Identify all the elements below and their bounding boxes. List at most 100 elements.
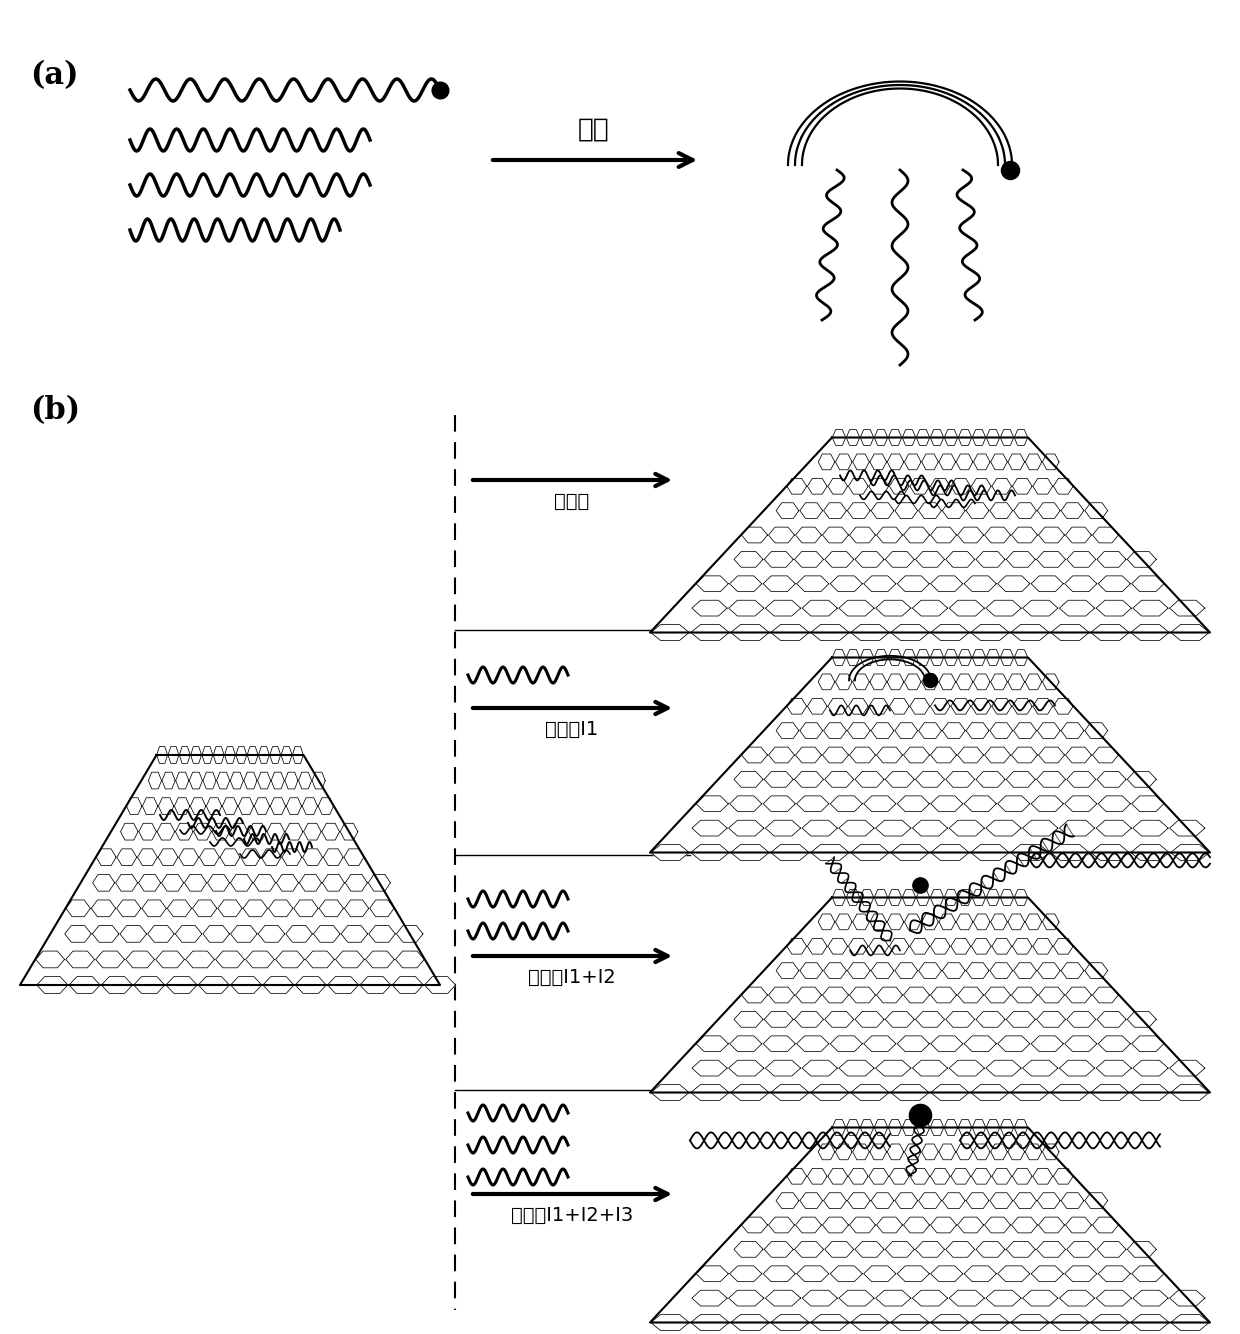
Polygon shape bbox=[846, 430, 859, 446]
Polygon shape bbox=[193, 823, 211, 840]
Polygon shape bbox=[1065, 527, 1091, 543]
Polygon shape bbox=[966, 723, 990, 739]
Polygon shape bbox=[910, 699, 930, 714]
Polygon shape bbox=[1091, 1314, 1130, 1330]
Polygon shape bbox=[787, 479, 806, 494]
Polygon shape bbox=[734, 1011, 763, 1027]
Polygon shape bbox=[149, 772, 161, 788]
Polygon shape bbox=[796, 796, 828, 811]
Polygon shape bbox=[874, 430, 888, 446]
Polygon shape bbox=[1132, 576, 1164, 592]
Polygon shape bbox=[222, 798, 238, 815]
Polygon shape bbox=[825, 771, 854, 787]
Polygon shape bbox=[281, 747, 291, 763]
Polygon shape bbox=[889, 1169, 909, 1185]
Polygon shape bbox=[942, 963, 965, 979]
Polygon shape bbox=[1065, 796, 1097, 811]
Polygon shape bbox=[957, 747, 983, 763]
Polygon shape bbox=[730, 624, 769, 640]
Polygon shape bbox=[117, 900, 141, 916]
Polygon shape bbox=[915, 1242, 945, 1257]
Polygon shape bbox=[691, 844, 729, 860]
Polygon shape bbox=[986, 1061, 1022, 1077]
Polygon shape bbox=[919, 963, 941, 979]
Polygon shape bbox=[930, 938, 950, 954]
Polygon shape bbox=[1039, 527, 1064, 543]
Polygon shape bbox=[236, 747, 247, 763]
Polygon shape bbox=[231, 772, 243, 788]
Polygon shape bbox=[1066, 1011, 1096, 1027]
Polygon shape bbox=[973, 1145, 990, 1159]
Polygon shape bbox=[861, 1119, 874, 1135]
Polygon shape bbox=[1171, 624, 1209, 640]
Polygon shape bbox=[200, 848, 219, 866]
Polygon shape bbox=[972, 890, 986, 906]
Polygon shape bbox=[286, 798, 301, 815]
Polygon shape bbox=[847, 963, 870, 979]
Polygon shape bbox=[115, 874, 138, 891]
Polygon shape bbox=[764, 1011, 794, 1027]
Polygon shape bbox=[823, 723, 847, 739]
Polygon shape bbox=[126, 798, 141, 815]
Polygon shape bbox=[1014, 430, 1028, 446]
Polygon shape bbox=[898, 576, 929, 592]
Polygon shape bbox=[986, 600, 1022, 616]
Polygon shape bbox=[885, 1011, 914, 1027]
Polygon shape bbox=[1012, 527, 1038, 543]
Polygon shape bbox=[1001, 890, 1014, 906]
Polygon shape bbox=[870, 674, 887, 690]
Polygon shape bbox=[765, 1290, 801, 1306]
Polygon shape bbox=[904, 747, 930, 763]
Polygon shape bbox=[1065, 1037, 1097, 1051]
Polygon shape bbox=[138, 848, 157, 866]
Polygon shape bbox=[930, 527, 956, 543]
Polygon shape bbox=[915, 1011, 945, 1027]
Polygon shape bbox=[120, 823, 138, 840]
Polygon shape bbox=[846, 650, 859, 666]
Polygon shape bbox=[1132, 1037, 1164, 1051]
Polygon shape bbox=[249, 823, 267, 840]
Polygon shape bbox=[1037, 771, 1065, 787]
Polygon shape bbox=[97, 848, 117, 866]
Polygon shape bbox=[1023, 820, 1058, 836]
Polygon shape bbox=[853, 1145, 869, 1159]
Polygon shape bbox=[898, 796, 929, 811]
Polygon shape bbox=[771, 624, 810, 640]
Polygon shape bbox=[102, 976, 133, 994]
Polygon shape bbox=[986, 1119, 999, 1135]
Polygon shape bbox=[167, 900, 191, 916]
Polygon shape bbox=[1050, 1085, 1089, 1101]
Polygon shape bbox=[956, 1145, 972, 1159]
Polygon shape bbox=[175, 823, 193, 840]
Polygon shape bbox=[1001, 650, 1014, 666]
Polygon shape bbox=[191, 798, 206, 815]
Polygon shape bbox=[742, 527, 768, 543]
Polygon shape bbox=[1038, 1193, 1060, 1209]
Polygon shape bbox=[795, 1242, 823, 1257]
Polygon shape bbox=[1059, 820, 1095, 836]
Polygon shape bbox=[916, 650, 930, 666]
Polygon shape bbox=[910, 938, 930, 954]
Polygon shape bbox=[1059, 600, 1095, 616]
Polygon shape bbox=[869, 479, 889, 494]
Polygon shape bbox=[1011, 844, 1049, 860]
Polygon shape bbox=[921, 1145, 939, 1159]
Polygon shape bbox=[92, 900, 115, 916]
Polygon shape bbox=[904, 527, 930, 543]
Polygon shape bbox=[1066, 771, 1096, 787]
Polygon shape bbox=[650, 438, 1210, 632]
Polygon shape bbox=[1012, 938, 1032, 954]
Polygon shape bbox=[985, 1217, 1011, 1233]
Polygon shape bbox=[877, 747, 903, 763]
Polygon shape bbox=[691, 624, 729, 640]
Polygon shape bbox=[730, 844, 769, 860]
Polygon shape bbox=[763, 1037, 795, 1051]
Polygon shape bbox=[69, 976, 100, 994]
Polygon shape bbox=[828, 699, 848, 714]
Polygon shape bbox=[1091, 844, 1130, 860]
Polygon shape bbox=[277, 874, 299, 891]
Polygon shape bbox=[190, 772, 202, 788]
Polygon shape bbox=[141, 900, 166, 916]
Polygon shape bbox=[771, 1085, 810, 1101]
Polygon shape bbox=[874, 650, 888, 666]
